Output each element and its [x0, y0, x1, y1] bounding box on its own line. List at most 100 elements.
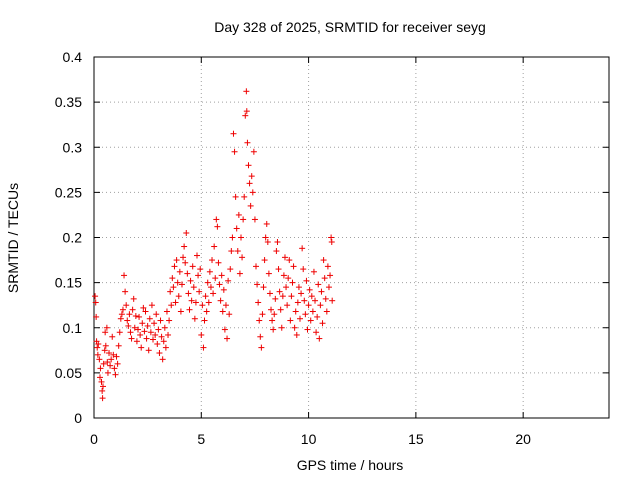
- data-point: [251, 216, 258, 223]
- data-point: [243, 88, 250, 95]
- data-point: [109, 333, 116, 340]
- data-point: [271, 311, 278, 318]
- data-point: [249, 189, 256, 196]
- data-point: [289, 279, 296, 286]
- data-point: [328, 239, 335, 246]
- data-point: [257, 333, 264, 340]
- data-point: [168, 302, 175, 309]
- data-point: [262, 234, 269, 241]
- data-point: [253, 263, 260, 270]
- data-point: [104, 359, 111, 366]
- data-point: [205, 299, 212, 306]
- data-point: [92, 299, 99, 306]
- data-point: [250, 148, 257, 155]
- data-point: [162, 344, 169, 351]
- data-point: [256, 317, 263, 324]
- x-tick-label: 5: [197, 431, 205, 447]
- data-point: [156, 350, 163, 357]
- data-point: [104, 369, 111, 376]
- data-point: [97, 374, 104, 381]
- y-tick-label: 0.05: [55, 365, 82, 381]
- data-point: [275, 266, 282, 273]
- data-point: [202, 293, 209, 300]
- data-point: [222, 302, 229, 309]
- data-point: [172, 299, 179, 306]
- data-point: [96, 356, 103, 363]
- data-point: [233, 225, 240, 232]
- data-point: [245, 162, 252, 169]
- data-point: [170, 284, 177, 291]
- data-point: [307, 317, 314, 324]
- data-point: [207, 284, 214, 291]
- data-point: [293, 331, 300, 338]
- data-point: [184, 270, 191, 277]
- data-point: [117, 315, 124, 322]
- data-point: [229, 234, 236, 241]
- data-point: [106, 350, 113, 357]
- data-point: [276, 288, 283, 295]
- data-point: [100, 360, 107, 367]
- x-axis-label: GPS time / hours: [297, 457, 404, 473]
- data-point: [316, 335, 323, 342]
- data-point: [144, 322, 151, 329]
- data-point: [175, 293, 182, 300]
- data-point: [240, 216, 247, 223]
- data-point: [190, 284, 197, 291]
- data-point: [131, 324, 138, 331]
- data-point: [237, 234, 244, 241]
- data-point: [232, 193, 239, 200]
- data-point: [122, 288, 129, 295]
- data-point: [210, 290, 217, 297]
- data-point: [218, 272, 225, 279]
- data-point: [200, 344, 207, 351]
- data-point: [329, 297, 336, 304]
- data-point: [152, 331, 159, 338]
- data-point: [214, 223, 221, 230]
- data-point: [165, 331, 172, 338]
- data-point: [178, 281, 185, 288]
- data-point: [194, 252, 200, 259]
- data-point: [132, 313, 139, 320]
- data-point: [301, 297, 308, 304]
- data-point: [266, 290, 273, 297]
- data-point: [107, 362, 114, 369]
- data-point: [213, 216, 220, 223]
- data-point: [254, 281, 261, 288]
- data-point: [288, 293, 295, 300]
- data-point: [138, 344, 145, 351]
- data-point: [270, 326, 277, 333]
- data-point: [299, 245, 306, 252]
- data-point: [196, 288, 203, 295]
- data-point: [212, 275, 219, 282]
- data-point: [242, 112, 249, 119]
- data-point: [323, 308, 330, 315]
- data-point: [125, 322, 132, 329]
- data-point: [259, 311, 266, 318]
- data-point: [195, 272, 202, 279]
- data-point: [113, 353, 120, 360]
- data-point: [159, 356, 166, 363]
- data-point: [243, 108, 250, 115]
- data-point: [121, 272, 128, 279]
- data-point: [201, 317, 208, 324]
- data-point: [111, 365, 118, 372]
- data-point: [260, 284, 267, 291]
- data-point: [224, 335, 231, 342]
- data-point: [290, 263, 297, 270]
- data-point: [294, 299, 301, 306]
- y-tick-label: 0.25: [55, 184, 82, 200]
- data-point: [287, 317, 294, 324]
- data-point: [171, 263, 178, 270]
- data-point: [264, 239, 271, 246]
- data-point: [181, 243, 188, 250]
- data-point: [126, 311, 133, 318]
- data-point: [319, 320, 326, 327]
- data-point: [272, 295, 279, 302]
- data-point: [127, 329, 134, 336]
- data-point: [315, 281, 322, 288]
- plot-frame: [93, 56, 610, 419]
- data-point: [116, 329, 123, 336]
- data-point: [133, 338, 140, 345]
- data-point: [98, 378, 105, 385]
- data-point: [318, 288, 325, 295]
